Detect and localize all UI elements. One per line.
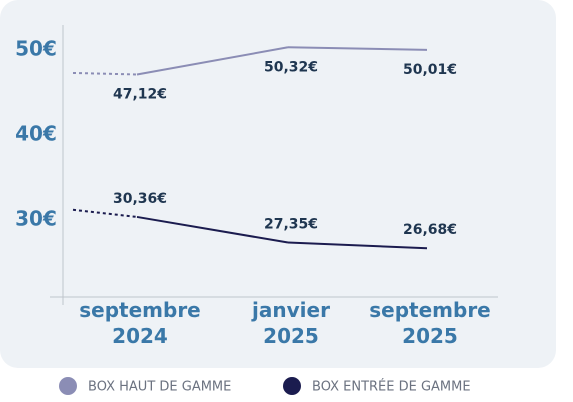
line-segment — [287, 46, 428, 51]
legend-swatch — [283, 377, 301, 395]
y-tick-label: 50€ — [15, 37, 57, 61]
line-segment — [287, 241, 428, 250]
data-label: 47,12€ — [113, 86, 167, 102]
line-segment — [72, 208, 138, 218]
line-segment — [136, 215, 289, 244]
data-label: 27,35€ — [264, 217, 318, 233]
y-tick-label: 30€ — [15, 207, 57, 231]
data-label: 50,32€ — [264, 59, 318, 75]
data-label: 26,68€ — [403, 222, 457, 238]
x-tick-label: janvier 2025 — [252, 298, 330, 348]
data-label: 30,36€ — [113, 191, 167, 207]
line-segment — [72, 71, 138, 76]
x-tick-label: septembre 2025 — [369, 298, 491, 348]
line-segment — [136, 46, 289, 76]
legend-label: BOX HAUT DE GAMME — [88, 380, 231, 395]
legend-label: BOX ENTRÉE DE GAMME — [312, 379, 471, 395]
legend-swatch — [59, 377, 77, 395]
y-tick-label: 40€ — [15, 122, 57, 146]
data-label: 50,01€ — [403, 62, 457, 78]
card — [0, 0, 556, 368]
x-tick-label: septembre 2024 — [79, 298, 201, 348]
